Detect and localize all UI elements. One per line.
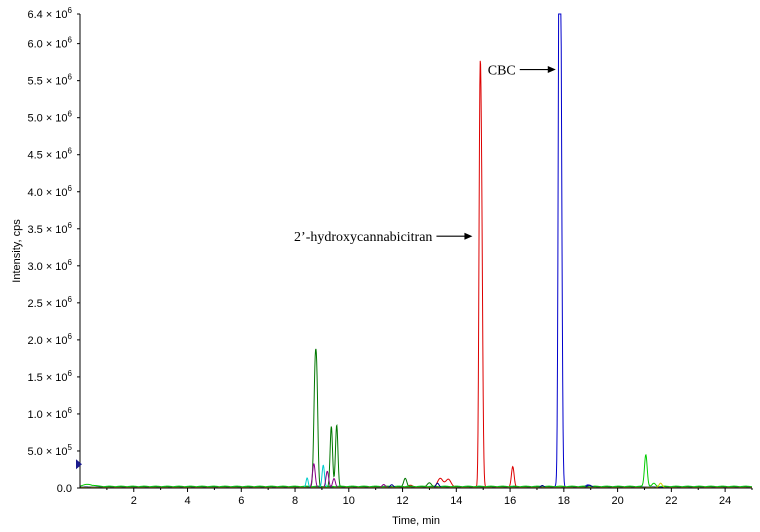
- annotation-label: CBC: [488, 64, 516, 79]
- y-tick-label: 2.0 × 106: [27, 332, 72, 347]
- x-tick-label: 8: [292, 495, 298, 507]
- y-tick-label: 5.0 × 106: [27, 110, 72, 125]
- annotation-arrow-head-icon: [464, 232, 473, 240]
- y-axis-title: Intensity, cps: [11, 219, 23, 283]
- y-tick-label: 5.0 × 105: [27, 443, 72, 458]
- annotation-label: 2’-hydroxycannabicitran: [294, 230, 432, 245]
- x-tick-label: 20: [611, 495, 623, 507]
- y-tick-label: 5.5 × 106: [27, 73, 72, 88]
- series-trace-0: [79, 13, 753, 488]
- y-tick-label: 6.0 × 106: [27, 36, 72, 51]
- y-tick-label: 1.0 × 106: [27, 406, 72, 421]
- series-trace-4: [79, 464, 753, 489]
- y-tick-label: 3.0 × 106: [27, 258, 72, 273]
- x-tick-label: 12: [396, 495, 408, 507]
- series-trace-3: [80, 454, 753, 488]
- y-tick-label: 3.5 × 106: [27, 221, 72, 236]
- x-tick-label: 4: [184, 495, 190, 507]
- x-tick-label: 16: [504, 495, 516, 507]
- x-tick-label: 24: [719, 495, 731, 507]
- y-tick-label: 4.5 × 106: [27, 147, 72, 162]
- x-tick-label: 10: [343, 495, 355, 507]
- y-tick-label: 2.5 × 106: [27, 295, 72, 310]
- x-tick-label: 2: [131, 495, 137, 507]
- y-tick-label: 1.5 × 106: [27, 369, 72, 384]
- y-tick-label: 4.0 × 106: [27, 184, 72, 199]
- x-tick-label: 22: [665, 495, 677, 507]
- series-trace-5: [79, 463, 753, 489]
- x-axis-title: Time, min: [392, 515, 440, 527]
- baseline-marker-icon: [76, 459, 82, 470]
- x-tick-label: 6: [238, 495, 244, 507]
- x-tick-label: 18: [558, 495, 570, 507]
- y-tick-label: 6.4 × 106: [27, 6, 72, 21]
- annotation-arrow-head-icon: [547, 66, 556, 74]
- y-tick-label: 0.0: [57, 483, 72, 495]
- series-trace-1: [79, 60, 753, 488]
- x-tick-label: 14: [450, 495, 462, 507]
- annotations: CBC 2’-hydroxycannabicitran: [294, 64, 556, 245]
- series-trace-2: [79, 348, 753, 488]
- series-layer: [79, 13, 753, 489]
